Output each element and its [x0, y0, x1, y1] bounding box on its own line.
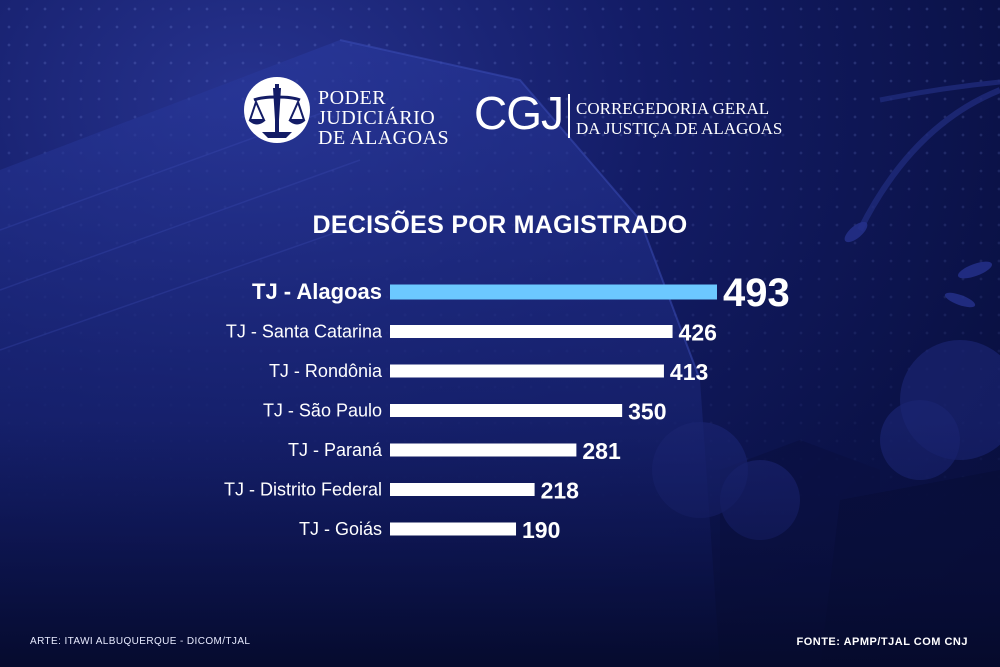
chart-title: DECISÕES POR MAGISTRADO — [312, 211, 688, 239]
bar — [390, 443, 577, 457]
cgj-line-1: CORREGEDORIA GERAL — [576, 99, 770, 118]
category-label: TJ - Distrito Federal — [224, 480, 382, 500]
corregedoria-wordmark: CORREGEDORIA GERAL DA JUSTIÇA DE ALAGOAS — [576, 99, 782, 139]
category-label: TJ - Santa Catarina — [226, 322, 383, 342]
poder-judiciario-logo: PODER JUDICIÁRIO DE ALAGOAS — [240, 74, 460, 154]
pj-line-2: JUDICIÁRIO — [318, 107, 436, 129]
bar — [390, 284, 717, 300]
bar — [390, 483, 535, 496]
scales-of-justice-icon — [244, 77, 310, 143]
cgj-monogram: CGJ — [474, 87, 564, 139]
value-label: 426 — [679, 320, 717, 346]
art-credit: ARTE: ITAWI ALBUQUERQUE - DICOM/TJAL — [30, 636, 251, 647]
value-label: 218 — [541, 478, 580, 504]
category-label: TJ - Goiás — [299, 519, 382, 539]
bar — [390, 364, 664, 378]
category-label: TJ - Alagoas — [252, 279, 382, 304]
pj-line-3: DE ALAGOAS — [318, 127, 450, 149]
value-label: 190 — [522, 517, 560, 543]
bar — [390, 325, 673, 338]
header-logos: PODER JUDICIÁRIO DE ALAGOAS CGJ CORREGED… — [240, 74, 800, 154]
bar — [390, 522, 517, 536]
cgj-line-2: DA JUSTIÇA DE ALAGOAS — [576, 119, 783, 138]
category-label: TJ - São Paulo — [263, 401, 382, 421]
value-label: 350 — [628, 399, 666, 425]
data-source: FONTE: APMP/TJAL COM CNJ — [796, 636, 968, 648]
value-label: 493 — [723, 271, 790, 315]
bar — [390, 404, 623, 417]
category-label: TJ - Rondônia — [269, 361, 383, 381]
logo-divider — [568, 94, 570, 138]
category-label: TJ - Paraná — [288, 440, 383, 460]
value-label: 413 — [670, 359, 708, 385]
value-label: 281 — [582, 438, 621, 464]
corregedoria-logo: CGJ CORREGEDORIA GERAL DA JUSTIÇA DE ALA… — [474, 88, 794, 148]
poder-judiciario-wordmark: PODER JUDICIÁRIO DE ALAGOAS — [318, 88, 449, 148]
pj-line-1: PODER — [318, 87, 387, 109]
